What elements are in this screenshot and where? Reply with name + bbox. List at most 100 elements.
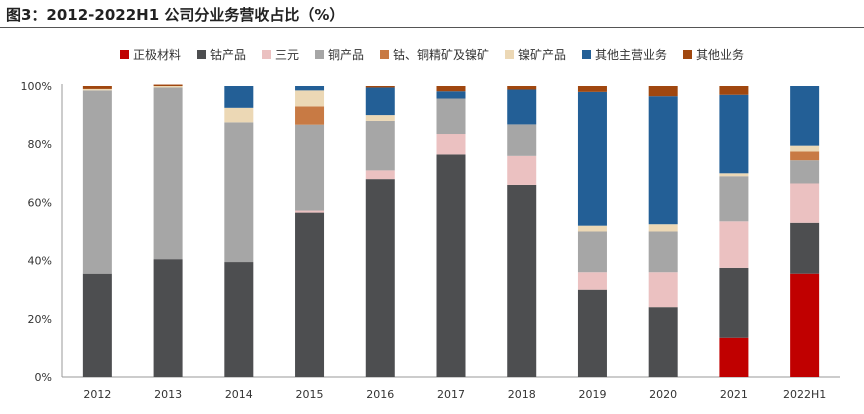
- bar-segment: [295, 90, 325, 107]
- legend-swatch: [261, 50, 271, 59]
- bar-segment: [365, 170, 395, 180]
- legend-swatch: [314, 50, 324, 59]
- legend-label: 三元: [274, 48, 299, 62]
- bar-segment: [295, 106, 325, 125]
- legend-item: 三元: [261, 46, 299, 63]
- legend-swatch: [582, 50, 592, 59]
- bar-segment: [790, 86, 820, 146]
- bar-segment: [436, 91, 466, 99]
- y-tick-label: 80%: [28, 138, 52, 151]
- legend-label: 铜产品: [327, 48, 364, 62]
- bar-segment: [790, 151, 820, 161]
- bar-segment: [719, 86, 749, 95]
- bar-segment: [577, 289, 607, 377]
- legend-item: 镍矿产品: [505, 46, 566, 63]
- bar-segment: [295, 210, 325, 213]
- bar-segment: [648, 224, 678, 232]
- legend-label: 镍矿产品: [518, 48, 567, 62]
- bar-segment: [719, 267, 749, 338]
- legend-item: 钴产品: [196, 46, 246, 63]
- x-tick-label: 2016: [366, 388, 394, 401]
- bar-segment: [648, 307, 678, 377]
- bar-segment: [790, 273, 820, 377]
- bar-segment: [82, 86, 112, 89]
- bar-segment: [507, 155, 537, 185]
- bar-segment: [82, 90, 112, 274]
- bar-segment: [436, 134, 466, 155]
- bar-segment: [295, 124, 325, 211]
- bar-segment: [790, 222, 820, 274]
- bar-segment: [719, 176, 749, 222]
- x-tick-label: 2020: [649, 388, 677, 401]
- x-tick-label: 2021: [720, 388, 748, 401]
- bar-segment: [648, 96, 678, 225]
- bar-segment: [365, 87, 395, 116]
- bar-segment: [82, 88, 112, 91]
- legend-label: 其他业务: [696, 48, 745, 62]
- legend-swatch: [505, 50, 515, 59]
- bar-segment: [577, 231, 607, 273]
- bar-segment: [295, 212, 325, 377]
- bar-segment: [577, 225, 607, 232]
- title-divider: [0, 27, 864, 28]
- bar-segment: [224, 122, 254, 263]
- legend-label: 钴产品: [209, 48, 246, 62]
- legend-swatch: [380, 50, 389, 59]
- bar-segment: [224, 107, 254, 123]
- bar-segment: [153, 259, 183, 377]
- x-tick-label: 2018: [508, 388, 536, 401]
- y-tick-label: 40%: [28, 255, 52, 268]
- bar-segment: [153, 87, 183, 260]
- bar-segment: [648, 272, 678, 308]
- bar-segment: [224, 86, 254, 108]
- bar-segment: [790, 160, 820, 184]
- legend-label: 其他主营业务: [595, 48, 668, 62]
- bar-segment: [719, 337, 749, 377]
- bar-segment: [365, 120, 395, 171]
- bar-segment: [577, 272, 607, 290]
- legend-item: 铜产品: [314, 46, 364, 63]
- x-tick-label: 2022H1: [783, 388, 826, 401]
- legend-item: 其他主营业务: [582, 46, 667, 63]
- bar-segment: [365, 86, 395, 88]
- legend-swatch: [119, 50, 129, 59]
- bar-segment: [507, 184, 537, 377]
- bar-segment: [507, 124, 537, 156]
- chart-title: 图3：2012-2022H1 公司分业务营收占比（%）: [6, 6, 345, 24]
- bar-segment: [790, 183, 820, 223]
- y-tick-label: 20%: [28, 313, 52, 326]
- x-tick-label: 2013: [154, 388, 182, 401]
- x-tick-label: 2017: [437, 388, 465, 401]
- bar-segment: [82, 273, 112, 377]
- bar-segment: [153, 86, 183, 88]
- legend: 正极材料 钴产品 三元 铜产品 钴、铜精矿及镍矿 镍矿产品 其他主营业务 其他业务: [0, 46, 864, 63]
- bar-segment: [719, 173, 749, 177]
- legend-swatch: [683, 50, 693, 59]
- bar-segment: [436, 154, 466, 377]
- legend-swatch: [196, 50, 206, 59]
- x-tick-label: 2015: [296, 388, 324, 401]
- bar-segment: [153, 84, 183, 86]
- bar-segment: [436, 98, 466, 135]
- x-tick-label: 2014: [225, 388, 253, 401]
- bar-segment: [719, 221, 749, 268]
- y-tick-label: 0%: [35, 371, 52, 384]
- bar-segment: [648, 86, 678, 97]
- x-tick-label: 2012: [83, 388, 111, 401]
- bar-segment: [365, 179, 395, 377]
- bar-segment: [365, 115, 395, 121]
- bar-segment: [790, 145, 820, 152]
- bar-segment: [719, 94, 749, 174]
- bar-segment: [577, 91, 607, 226]
- bar-segment: [648, 231, 678, 273]
- bar-segment: [224, 262, 254, 377]
- bar-segment: [577, 86, 607, 92]
- legend-label: 钴、铜精矿及镍矿: [393, 48, 490, 62]
- bar-segment: [507, 86, 537, 90]
- y-tick-label: 100%: [21, 80, 52, 93]
- legend-item: 正极材料: [119, 46, 181, 63]
- bar-segment: [295, 86, 325, 91]
- legend-item: 钴、铜精矿及镍矿: [380, 46, 489, 63]
